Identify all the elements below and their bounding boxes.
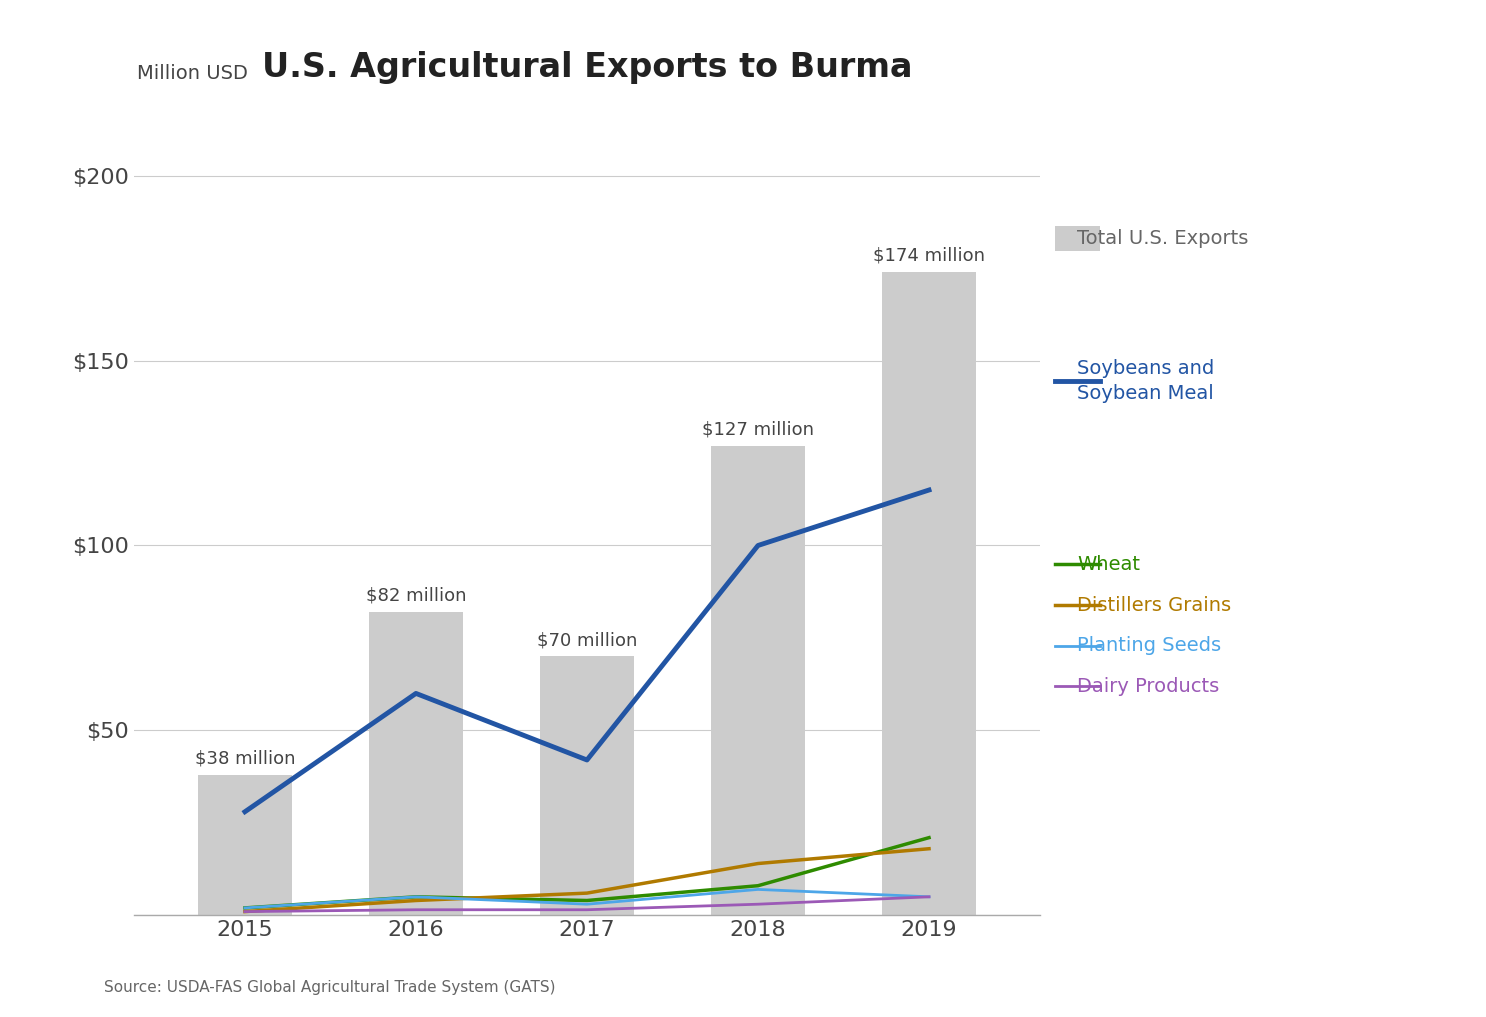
Text: Distillers Grains: Distillers Grains xyxy=(1077,596,1232,614)
Text: Source: USDA-FAS Global Agricultural Trade System (GATS): Source: USDA-FAS Global Agricultural Tra… xyxy=(104,979,556,995)
Text: Soybeans and
Soybean Meal: Soybeans and Soybean Meal xyxy=(1077,359,1214,404)
Text: Million USD: Million USD xyxy=(137,64,248,83)
Bar xyxy=(369,612,464,915)
Text: Wheat: Wheat xyxy=(1077,555,1140,574)
Text: $127 million: $127 million xyxy=(701,420,814,438)
Bar xyxy=(710,445,805,915)
Bar xyxy=(539,656,635,915)
Text: $70 million: $70 million xyxy=(536,631,637,649)
Bar xyxy=(883,272,976,915)
Title: U.S. Agricultural Exports to Burma: U.S. Agricultural Exports to Burma xyxy=(262,51,912,83)
Text: Planting Seeds: Planting Seeds xyxy=(1077,637,1221,655)
Text: Total U.S. Exports: Total U.S. Exports xyxy=(1077,230,1248,248)
Text: $82 million: $82 million xyxy=(366,587,467,605)
Bar xyxy=(198,775,291,915)
Text: $38 million: $38 million xyxy=(195,750,296,768)
Text: Dairy Products: Dairy Products xyxy=(1077,677,1220,696)
Text: $174 million: $174 million xyxy=(874,246,985,264)
